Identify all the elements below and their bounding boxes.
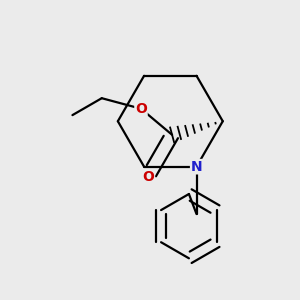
Text: N: N <box>191 160 202 174</box>
Text: O: O <box>135 102 147 116</box>
Text: O: O <box>142 170 154 184</box>
